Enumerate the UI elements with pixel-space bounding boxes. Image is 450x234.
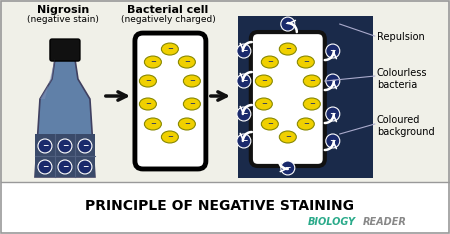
Text: −: − <box>189 78 195 84</box>
Text: (negatively charged): (negatively charged) <box>121 15 215 24</box>
Polygon shape <box>35 134 95 177</box>
Ellipse shape <box>303 98 320 110</box>
Text: BIOLOGY: BIOLOGY <box>308 217 356 227</box>
Circle shape <box>78 160 92 174</box>
Ellipse shape <box>144 56 162 68</box>
Text: −: − <box>329 76 336 85</box>
Text: −: − <box>150 121 156 127</box>
Text: −: − <box>309 78 315 84</box>
Text: −: − <box>241 109 247 118</box>
Text: −: − <box>167 134 173 140</box>
Text: −: − <box>267 121 273 127</box>
Bar <box>238 16 373 178</box>
Circle shape <box>237 107 251 121</box>
Ellipse shape <box>261 56 278 68</box>
Text: (negative stain): (negative stain) <box>27 15 99 24</box>
Ellipse shape <box>184 75 200 87</box>
Circle shape <box>326 74 340 88</box>
Circle shape <box>58 139 72 153</box>
Ellipse shape <box>255 75 272 87</box>
Ellipse shape <box>144 118 162 130</box>
Text: −: − <box>189 101 195 107</box>
Text: Nigrosin: Nigrosin <box>37 5 89 15</box>
Ellipse shape <box>178 56 195 68</box>
Text: −: − <box>329 109 336 118</box>
Circle shape <box>326 107 340 121</box>
Circle shape <box>78 139 92 153</box>
Ellipse shape <box>279 131 296 143</box>
Text: Bacterial cell: Bacterial cell <box>127 5 208 15</box>
Text: −: − <box>241 136 247 145</box>
FancyBboxPatch shape <box>50 39 80 61</box>
Ellipse shape <box>140 98 157 110</box>
Bar <box>0 182 450 234</box>
Circle shape <box>281 161 295 175</box>
Text: −: − <box>261 78 267 84</box>
Circle shape <box>237 74 251 88</box>
Circle shape <box>237 44 251 58</box>
Text: −: − <box>267 59 273 65</box>
Text: −: − <box>145 78 151 84</box>
Text: −: − <box>285 46 291 52</box>
Ellipse shape <box>184 98 200 110</box>
Text: −: − <box>285 163 291 172</box>
Circle shape <box>237 134 251 148</box>
Text: Repulsion: Repulsion <box>377 32 424 42</box>
Circle shape <box>326 134 340 148</box>
Text: −: − <box>42 141 48 150</box>
Ellipse shape <box>279 43 296 55</box>
Text: −: − <box>145 101 151 107</box>
Text: −: − <box>62 141 68 150</box>
Text: −: − <box>329 46 336 55</box>
Text: Colourless
bacteria: Colourless bacteria <box>377 68 427 90</box>
Text: −: − <box>82 162 88 171</box>
Ellipse shape <box>255 98 272 110</box>
Text: −: − <box>309 101 315 107</box>
Ellipse shape <box>297 56 314 68</box>
Ellipse shape <box>261 118 278 130</box>
Text: −: − <box>285 134 291 140</box>
FancyBboxPatch shape <box>251 32 325 166</box>
Text: READER: READER <box>363 217 407 227</box>
Text: −: − <box>285 19 291 28</box>
Text: −: − <box>42 162 48 171</box>
Text: −: − <box>303 121 309 127</box>
Ellipse shape <box>162 131 178 143</box>
Text: −: − <box>82 141 88 150</box>
Ellipse shape <box>162 43 178 55</box>
Circle shape <box>326 44 340 58</box>
Text: −: − <box>184 59 190 65</box>
Text: −: − <box>241 76 247 85</box>
Text: −: − <box>261 101 267 107</box>
Polygon shape <box>40 59 55 99</box>
Text: −: − <box>329 136 336 145</box>
FancyBboxPatch shape <box>135 33 206 169</box>
Circle shape <box>281 17 295 31</box>
Ellipse shape <box>303 75 320 87</box>
Circle shape <box>38 139 52 153</box>
Ellipse shape <box>297 118 314 130</box>
Circle shape <box>58 160 72 174</box>
Text: −: − <box>303 59 309 65</box>
Text: −: − <box>167 46 173 52</box>
Text: Coloured
background: Coloured background <box>377 115 434 137</box>
Ellipse shape <box>178 118 195 130</box>
Circle shape <box>38 160 52 174</box>
Text: −: − <box>62 162 68 171</box>
Text: −: − <box>241 46 247 55</box>
Text: −: − <box>150 59 156 65</box>
Text: PRINCIPLE OF NEGATIVE STAINING: PRINCIPLE OF NEGATIVE STAINING <box>86 199 354 213</box>
Text: −: − <box>184 121 190 127</box>
Polygon shape <box>35 59 95 177</box>
Ellipse shape <box>140 75 157 87</box>
